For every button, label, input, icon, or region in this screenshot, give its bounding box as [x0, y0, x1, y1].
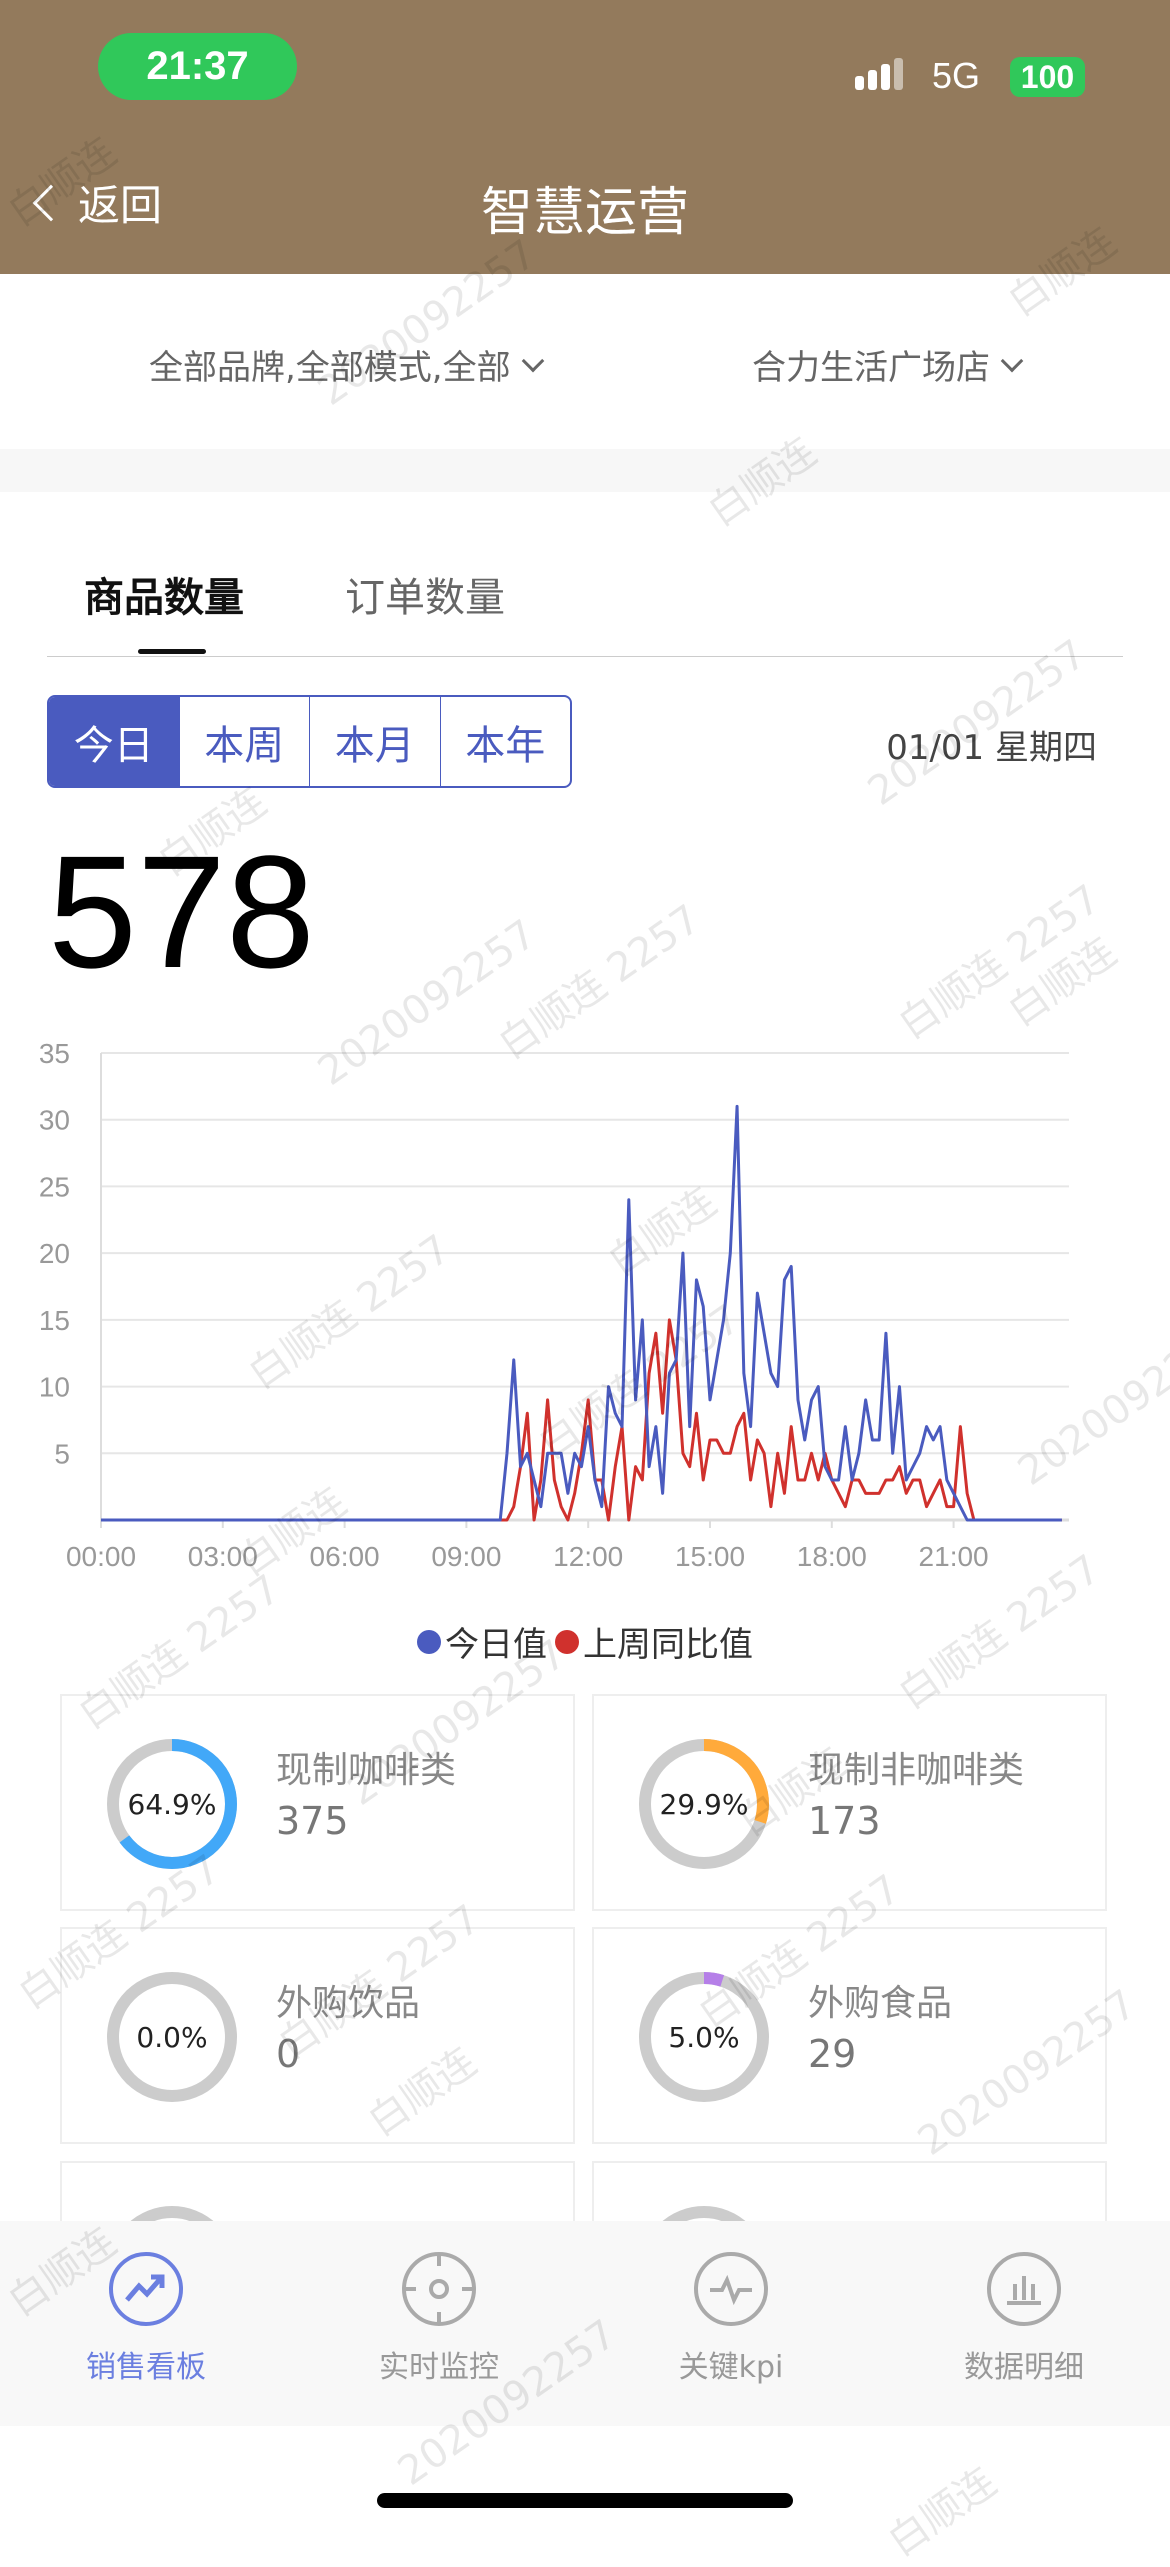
y-tick-label: 35	[39, 1038, 70, 1069]
home-indicator	[377, 2493, 793, 2508]
x-tick-label: 12:00	[553, 1541, 623, 1570]
donut-fill	[639, 1739, 769, 1869]
network-label: 5G	[932, 55, 981, 96]
watermark: 白顺连 2257	[890, 876, 1109, 1049]
tab-divider	[47, 656, 1123, 657]
store-label: 合力生活广场店	[752, 348, 990, 388]
category-percent: 64.9%	[127, 1787, 217, 1821]
chart-legend: 今日值 上周同比值	[0, 1617, 1170, 1666]
period-week[interactable]: 本周	[180, 697, 310, 786]
x-tick-label: 00:00	[66, 1541, 136, 1570]
donut-chart	[107, 1972, 237, 2102]
legend-dot-last-week	[555, 1629, 579, 1654]
category-value: 0	[276, 2032, 301, 2076]
total-count: 578	[48, 822, 315, 1001]
section-divider	[0, 449, 1170, 492]
nav-realtime-monitor[interactable]: 实时监控	[319, 2250, 559, 2386]
nav-data-detail[interactable]: 数据明细	[904, 2250, 1144, 2386]
category-card[interactable]: 29.9% 现制非咖啡类 173	[592, 1694, 1107, 1911]
brand-mode-filter[interactable]: 全部品牌,全部模式,全部	[149, 340, 544, 389]
y-tick-label: 20	[39, 1238, 70, 1269]
donut-chart	[639, 1972, 769, 2102]
category-card[interactable]: 64.9% 现制咖啡类 375	[60, 1694, 575, 1911]
legend-today[interactable]: 今日值	[445, 1625, 547, 1665]
donut-track	[107, 1972, 237, 2102]
period-selector: 今日 本周 本月 本年	[47, 695, 572, 788]
series-line-last-week	[101, 1318, 1062, 1522]
x-tick-label: 15:00	[675, 1541, 745, 1570]
category-name: 现制非咖啡类	[808, 1750, 1025, 1791]
x-tick-label: 21:00	[919, 1541, 989, 1570]
category-percent: 5.0%	[668, 2020, 740, 2054]
nav-label: 关键kpi	[678, 2350, 784, 2385]
category-value: 29	[808, 2032, 857, 2076]
category-name: 外购饮品	[276, 1983, 421, 2024]
legend-last-week[interactable]: 上周同比值	[583, 1625, 753, 1665]
period-month[interactable]: 本月	[310, 697, 441, 786]
trend-up-icon	[109, 2252, 183, 2326]
x-tick-label: 06:00	[310, 1541, 380, 1570]
donut-fill	[107, 1739, 237, 1869]
category-card[interactable]: 0.0% 外购饮品 0	[60, 1927, 575, 2144]
period-today[interactable]: 今日	[49, 697, 180, 786]
y-tick-label: 10	[39, 1372, 70, 1403]
category-name: 外购食品	[808, 1983, 953, 2024]
y-tick-label: 15	[39, 1305, 70, 1336]
series-line-today	[101, 1104, 1062, 1522]
category-card[interactable]: 5.0% 外购食品 29	[592, 1927, 1107, 2144]
category-percent: 29.9%	[659, 1787, 749, 1821]
chevron-down-icon	[1000, 349, 1024, 372]
bar-chart-icon	[987, 2252, 1061, 2326]
line-chart: 5 10 15 20 25 30 35 00:00 03:00 06:00 09:00 12:00 15…	[39, 1038, 1069, 1570]
status-time: 21:37	[98, 33, 297, 100]
nav-label: 数据明细	[964, 2350, 1084, 2385]
category-name: 现制咖啡类	[276, 1750, 457, 1791]
tab-order-count[interactable]: 订单数量	[345, 575, 505, 621]
period-year[interactable]: 本年	[465, 722, 546, 769]
crosshair-icon	[402, 2252, 476, 2326]
brand-mode-label: 全部品牌,全部模式,全部	[149, 348, 511, 388]
back-label: 返回	[78, 181, 163, 230]
page-title: 智慧运营	[480, 183, 689, 243]
donut-fill	[639, 1972, 769, 2102]
chevron-down-icon	[521, 349, 544, 372]
y-tick-label: 25	[39, 1171, 70, 1202]
x-tick-label: 18:00	[797, 1541, 867, 1570]
legend-dot-today	[417, 1629, 441, 1654]
y-tick-label: 5	[54, 1438, 70, 1469]
nav-label: 销售看板	[86, 2350, 206, 2385]
watermark: 白顺连	[999, 929, 1125, 1036]
date-label: 01/01 星期四	[886, 728, 1097, 768]
battery-icon: 100	[1010, 57, 1085, 97]
nav-label: 实时监控	[379, 2350, 499, 2385]
signal-icon	[855, 58, 903, 90]
donut-chart	[107, 1739, 237, 1869]
watermark: 白顺连	[879, 2459, 1005, 2566]
x-tick-label: 03:00	[188, 1541, 258, 1570]
x-tick-label: 09:00	[431, 1541, 501, 1570]
donut-chart	[639, 1739, 769, 1869]
pulse-icon	[694, 2252, 768, 2326]
tab-product-count[interactable]: 商品数量	[84, 575, 244, 621]
bottom-tab-bar	[0, 2221, 1170, 2426]
nav-key-kpi[interactable]: 关键kpi	[611, 2250, 851, 2386]
category-value: 375	[276, 1799, 349, 1843]
nav-sales-dashboard[interactable]: 销售看板	[26, 2250, 266, 2386]
y-tick-label: 30	[39, 1105, 70, 1136]
active-tab-indicator	[138, 649, 206, 654]
back-button[interactable]: 返回	[28, 172, 162, 233]
category-percent: 0.0%	[136, 2020, 208, 2054]
store-filter[interactable]: 合力生活广场店	[752, 340, 1024, 389]
category-value: 173	[808, 1799, 881, 1843]
